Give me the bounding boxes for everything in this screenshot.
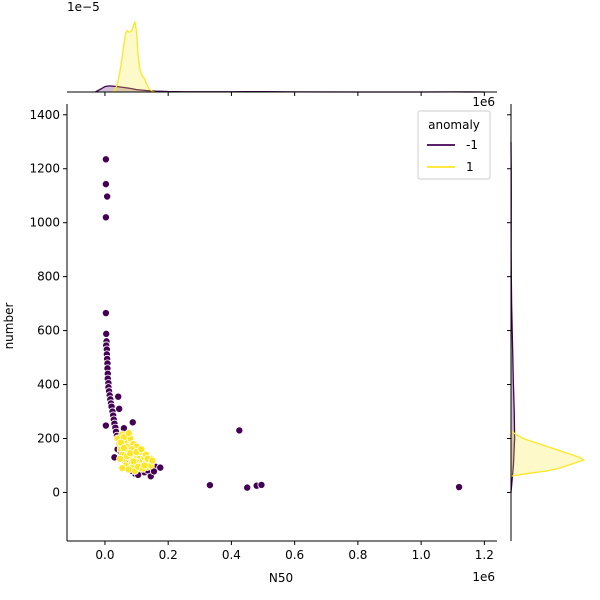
point-pos1-26 xyxy=(124,429,133,438)
point-pos1-45 xyxy=(137,445,146,454)
point-neg1-59 xyxy=(455,483,464,492)
point-neg1-5 xyxy=(102,329,111,338)
x-tick-label-3: 0.6 xyxy=(285,548,304,562)
point-pos1-42 xyxy=(119,443,128,452)
x-tick-label-1: 0.2 xyxy=(159,548,178,562)
point-neg1-46 xyxy=(156,463,165,472)
right-density-line-1 xyxy=(510,429,586,477)
x-axis-label: N50 xyxy=(269,571,293,585)
x-tick-label-2: 0.4 xyxy=(222,548,241,562)
point-neg1-31 xyxy=(115,404,124,413)
y-tick-label-7: 1400 xyxy=(29,108,60,122)
top-density-line-1 xyxy=(112,21,156,93)
y-axis-ticks: 0 200 400 600 800 1000 1200 1400 xyxy=(29,108,67,499)
x-tick-label-0: 0.0 xyxy=(95,548,114,562)
point-neg1-4 xyxy=(101,309,110,318)
point-neg1-2 xyxy=(103,192,112,201)
top-offset-label: 1e−5 xyxy=(67,0,100,14)
x-tick-label-6: 1.2 xyxy=(475,548,494,562)
point-pos1-48 xyxy=(148,456,157,465)
y-tick-label-1: 200 xyxy=(37,431,60,445)
y-tick-label-2: 400 xyxy=(37,378,60,392)
right-offset-label: 1e6 xyxy=(472,95,495,109)
y-tick-label-3: 600 xyxy=(37,324,60,338)
point-pos1-43 xyxy=(129,457,138,466)
scatter-points xyxy=(101,155,464,492)
legend-label-neg1: -1 xyxy=(466,138,478,152)
x-axis-ticks: 0.0 0.2 0.4 0.6 0.8 1.0 1.2 xyxy=(95,541,494,562)
x-offset-label: 1e6 xyxy=(472,570,495,584)
right-density-fill-1 xyxy=(511,430,584,477)
point-neg1-56 xyxy=(243,483,252,492)
point-neg1-0 xyxy=(101,155,110,164)
point-neg1-54 xyxy=(235,426,244,435)
legend-label-pos1: 1 xyxy=(466,160,474,174)
legend-title: anomaly xyxy=(428,118,480,132)
y-tick-label-5: 1000 xyxy=(29,216,60,230)
main-scatter-axes: 0.0 0.2 0.4 0.6 0.8 1.0 1.2 0 200 400 600 800 1000 1… xyxy=(29,104,497,562)
point-neg1-30 xyxy=(114,392,123,401)
top-density-fill--1 xyxy=(95,86,485,92)
y-tick-label-4: 800 xyxy=(37,270,60,284)
y-axis-label: number xyxy=(2,303,16,350)
top-density-fill-1 xyxy=(112,21,156,92)
x-tick-label-4: 0.8 xyxy=(348,548,367,562)
y-tick-label-0: 0 xyxy=(52,485,60,499)
point-neg1-3 xyxy=(101,213,110,222)
point-neg1-29 xyxy=(101,421,110,430)
point-neg1-1 xyxy=(101,180,110,189)
point-neg1-58 xyxy=(257,480,266,489)
point-pos1-49 xyxy=(116,454,125,463)
y-tick-label-6: 1200 xyxy=(29,162,60,176)
legend: anomaly -1 1 xyxy=(417,110,491,180)
point-neg1-33 xyxy=(128,418,137,427)
right-marginal-density xyxy=(507,104,586,541)
top-marginal-density xyxy=(67,21,497,96)
point-pos1-46 xyxy=(140,461,149,470)
point-neg1-55 xyxy=(205,481,214,490)
x-tick-label-5: 1.0 xyxy=(412,548,431,562)
